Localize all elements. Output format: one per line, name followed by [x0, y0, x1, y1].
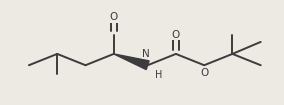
Text: O: O	[172, 30, 180, 40]
Text: N: N	[142, 49, 150, 59]
Text: O: O	[200, 68, 208, 78]
Polygon shape	[114, 54, 149, 70]
Text: H: H	[155, 70, 162, 80]
Text: O: O	[110, 12, 118, 22]
